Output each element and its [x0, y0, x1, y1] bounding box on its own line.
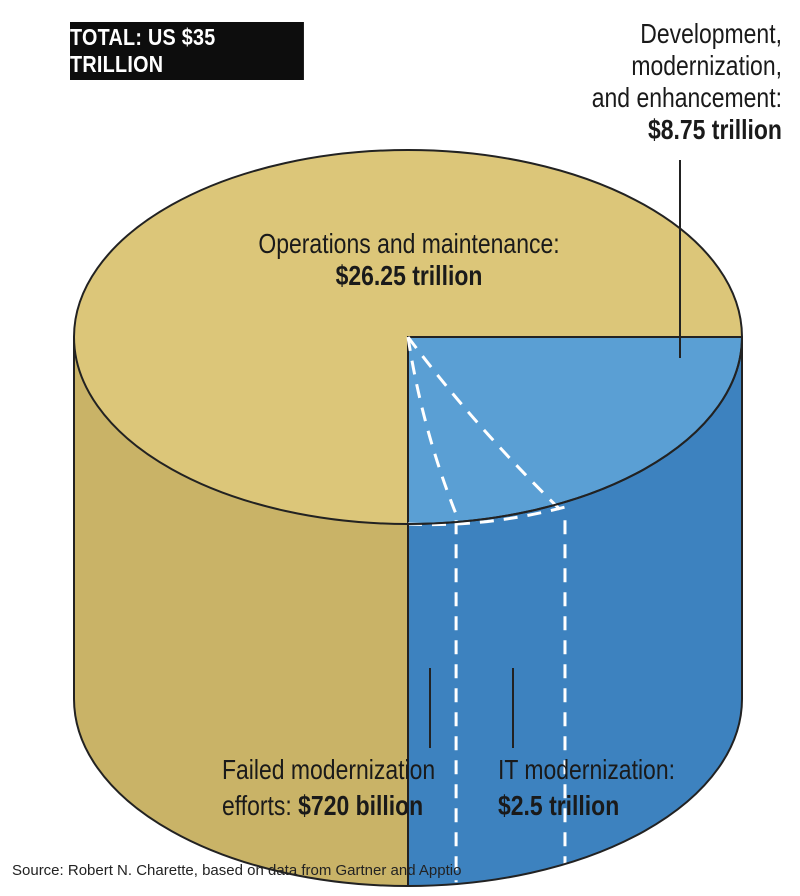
it-modernization-value: $2.5 trillion	[498, 790, 620, 821]
development-value: $8.75 trillion	[648, 114, 782, 145]
total-label: TOTAL: US $35 TRILLION	[70, 22, 304, 80]
development-label-line1: Development,	[640, 18, 782, 49]
it-modernization-label: IT modernization: $2.5 trillion	[498, 752, 675, 824]
it-modernization-label-line1: IT modernization:	[498, 754, 675, 785]
development-label-line2: modernization,	[631, 50, 782, 81]
failed-modernization-label: Failed modernization efforts: $720 billi…	[222, 752, 435, 824]
operations-label-line1: Operations and maintenance:	[258, 228, 560, 259]
development-label: Development, modernization, and enhancem…	[592, 18, 782, 146]
sub-slice-arc	[407, 504, 570, 527]
sub-slice-boundaries	[406, 336, 570, 883]
source-note: Source: Robert N. Charette, based on dat…	[12, 862, 462, 879]
operations-label: Operations and maintenance: $26.25 trill…	[74, 228, 745, 292]
operations-value: $26.25 trillion	[335, 260, 483, 291]
failed-value: $720 billion	[298, 790, 424, 821]
failed-label-line1: Failed modernization	[222, 754, 436, 785]
failed-label-line2: efforts:	[222, 790, 292, 821]
development-label-line3: and enhancement:	[591, 82, 782, 113]
pie-slice-side-development	[408, 337, 742, 886]
sub-slice-top-edge-2	[406, 336, 567, 516]
pie-outline	[72, 149, 744, 887]
